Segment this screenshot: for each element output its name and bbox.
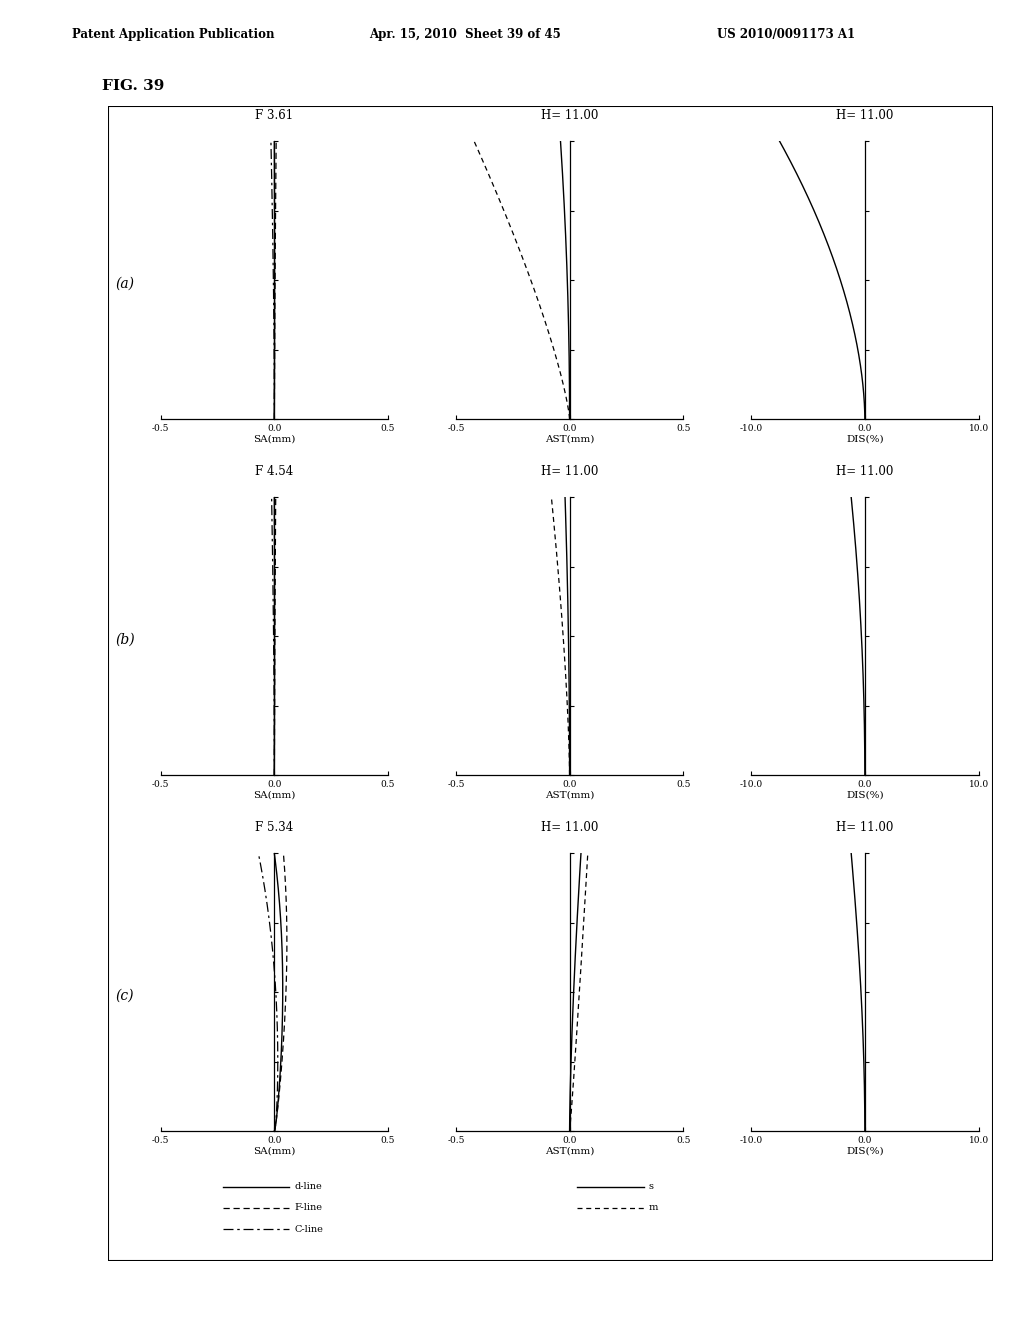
Text: d-line: d-line bbox=[294, 1183, 323, 1191]
Text: F 3.61: F 3.61 bbox=[255, 108, 294, 121]
Text: H= 11.00: H= 11.00 bbox=[837, 821, 894, 834]
Text: H= 11.00: H= 11.00 bbox=[541, 108, 598, 121]
X-axis label: DIS(%): DIS(%) bbox=[846, 791, 884, 800]
X-axis label: SA(mm): SA(mm) bbox=[253, 434, 296, 444]
Text: (c): (c) bbox=[116, 989, 134, 1003]
Text: H= 11.00: H= 11.00 bbox=[837, 465, 894, 478]
Text: US 2010/0091173 A1: US 2010/0091173 A1 bbox=[717, 28, 855, 41]
Text: H= 11.00: H= 11.00 bbox=[541, 465, 598, 478]
Text: H= 11.00: H= 11.00 bbox=[541, 821, 598, 834]
Text: s: s bbox=[648, 1183, 653, 1191]
X-axis label: DIS(%): DIS(%) bbox=[846, 434, 884, 444]
X-axis label: SA(mm): SA(mm) bbox=[253, 1147, 296, 1155]
X-axis label: SA(mm): SA(mm) bbox=[253, 791, 296, 800]
Text: (b): (b) bbox=[116, 632, 135, 647]
Text: H= 11.00: H= 11.00 bbox=[837, 108, 894, 121]
Text: (a): (a) bbox=[116, 277, 135, 290]
X-axis label: AST(mm): AST(mm) bbox=[545, 1147, 594, 1155]
Text: F 4.54: F 4.54 bbox=[255, 465, 294, 478]
Text: F-line: F-line bbox=[294, 1204, 323, 1212]
X-axis label: AST(mm): AST(mm) bbox=[545, 434, 594, 444]
Text: Patent Application Publication: Patent Application Publication bbox=[72, 28, 274, 41]
Text: m: m bbox=[648, 1204, 658, 1212]
X-axis label: DIS(%): DIS(%) bbox=[846, 1147, 884, 1155]
Text: FIG. 39: FIG. 39 bbox=[102, 79, 165, 94]
Text: Apr. 15, 2010  Sheet 39 of 45: Apr. 15, 2010 Sheet 39 of 45 bbox=[369, 28, 560, 41]
Text: C-line: C-line bbox=[294, 1225, 324, 1233]
X-axis label: AST(mm): AST(mm) bbox=[545, 791, 594, 800]
Text: F 5.34: F 5.34 bbox=[255, 821, 294, 834]
